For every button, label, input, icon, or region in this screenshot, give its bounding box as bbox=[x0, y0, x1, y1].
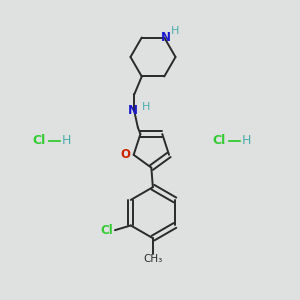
Text: O: O bbox=[120, 148, 130, 161]
Text: H: H bbox=[171, 26, 179, 36]
Text: N: N bbox=[128, 104, 138, 118]
Text: H: H bbox=[62, 134, 71, 148]
Text: H: H bbox=[242, 134, 251, 148]
Text: H: H bbox=[142, 102, 150, 112]
Text: N: N bbox=[161, 31, 171, 44]
Text: Cl: Cl bbox=[212, 134, 226, 148]
Text: CH₃: CH₃ bbox=[143, 254, 163, 264]
Text: Cl: Cl bbox=[32, 134, 46, 148]
Text: Cl: Cl bbox=[100, 224, 113, 237]
